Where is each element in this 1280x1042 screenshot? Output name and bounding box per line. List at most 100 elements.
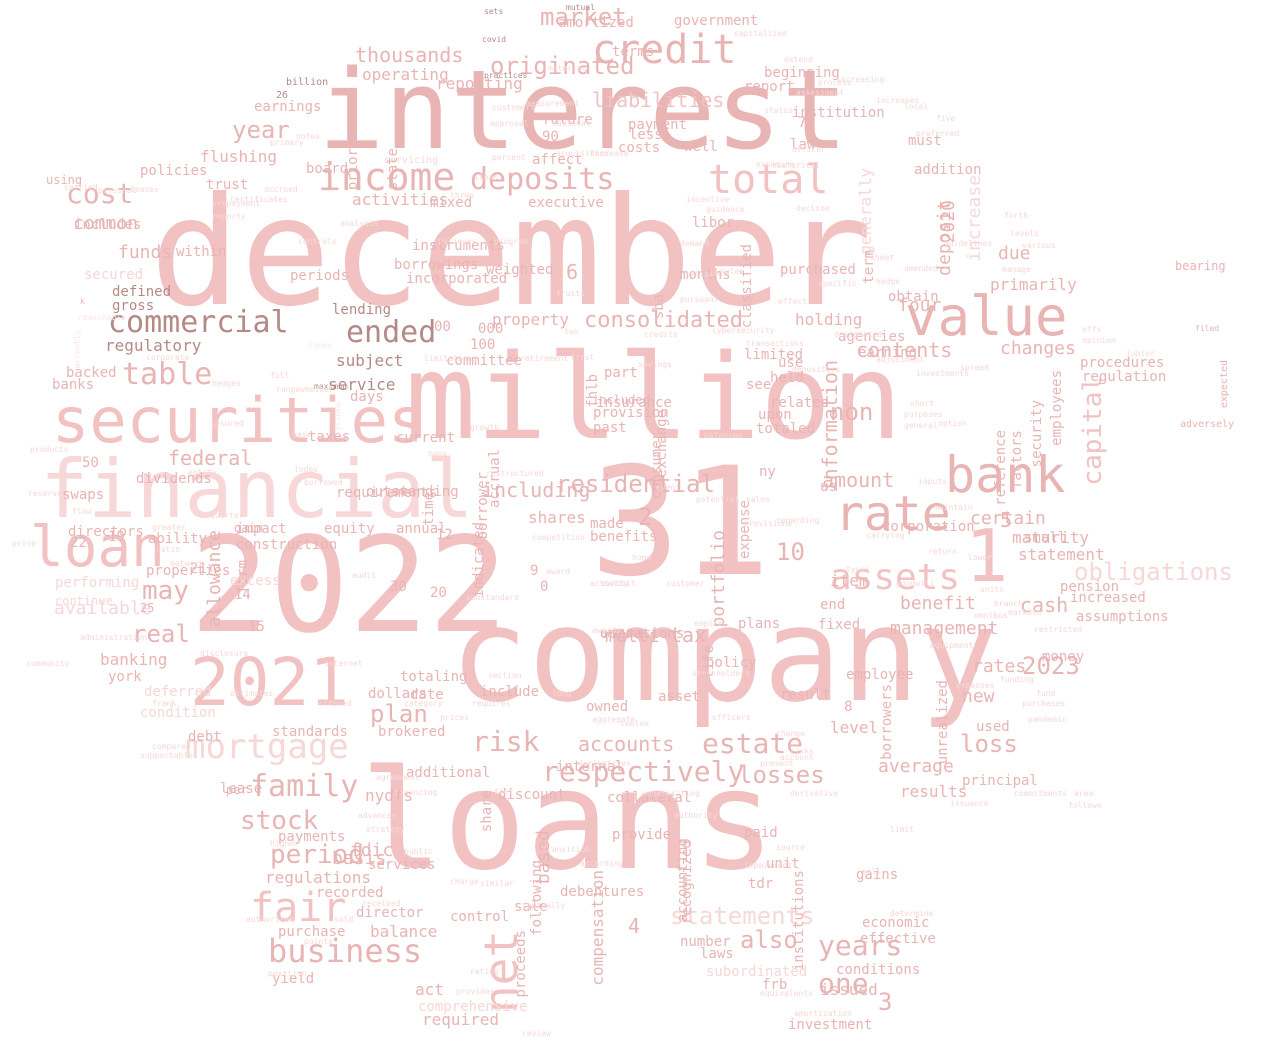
cloud-word-sba: sba xyxy=(651,294,667,320)
cloud-word-share: share xyxy=(479,790,495,833)
cloud-word-banking: banking xyxy=(100,650,168,669)
cloud-word-dollars: dollars xyxy=(368,686,428,702)
cloud-word-dividends: dividends xyxy=(136,471,212,487)
cloud-word-loss: loss xyxy=(960,730,1018,758)
cloud-word-earnings: earnings xyxy=(254,99,322,115)
cloud-word-range: range xyxy=(276,385,301,394)
cloud-word-using: using xyxy=(46,173,83,187)
cloud-word-regulations: regulations xyxy=(265,868,371,887)
cloud-word-terms: terms xyxy=(612,44,655,60)
cloud-word-employees: employees xyxy=(1049,370,1065,446)
cloud-word-depositors: depositors xyxy=(792,365,841,374)
cloud-word-losses: losses xyxy=(738,761,825,789)
cloud-word-holding: holding xyxy=(795,310,863,329)
cloud-word-savings: savings xyxy=(638,360,672,369)
cloud-word-investment: investment xyxy=(788,1017,873,1033)
cloud-word-principal: principal xyxy=(962,773,1038,789)
cloud-word-billion: billion xyxy=(286,77,329,88)
cloud-word-plans: plans xyxy=(738,616,781,632)
cloud-word-pandemic: pandemic xyxy=(1028,715,1067,724)
cloud-word-change: change xyxy=(776,729,805,738)
cloud-word-ended: ended xyxy=(346,315,437,350)
cloud-word-expected: expected xyxy=(1219,360,1230,409)
cloud-word-borrowed: borrowed xyxy=(304,478,343,487)
cloud-word-0: 0 xyxy=(540,579,549,595)
cloud-word-market: market xyxy=(540,3,627,31)
cloud-word-liabilities: liabilities xyxy=(592,88,725,112)
cloud-word-markets: markets xyxy=(1008,608,1042,617)
cloud-word-believes: believes xyxy=(438,237,477,246)
cloud-word-prepayment: prepayment xyxy=(212,199,261,208)
cloud-word-ny: ny xyxy=(759,464,776,480)
cloud-word-past: past xyxy=(593,420,627,436)
cloud-word-one: one xyxy=(818,967,869,1000)
cloud-word-cybersecurity: cybersecurity xyxy=(712,326,775,335)
cloud-word-number: number xyxy=(680,934,731,950)
cloud-word-must: must xyxy=(908,133,942,149)
cloud-word-strategy: strategy xyxy=(366,825,405,834)
cloud-word-days: days xyxy=(350,389,384,405)
cloud-word-increases: increases xyxy=(876,96,920,105)
cloud-word-sell: sell xyxy=(862,867,882,876)
cloud-word-historical: historical xyxy=(772,161,821,170)
cloud-word-material: material xyxy=(548,64,587,73)
cloud-word-leases: leases xyxy=(130,185,159,194)
cloud-word-1: 1 xyxy=(965,514,1009,598)
cloud-word-k: k xyxy=(80,297,85,306)
cloud-word-area: area xyxy=(1074,789,1094,798)
cloud-word-executive: executive xyxy=(528,195,604,211)
cloud-word-provision: provision xyxy=(593,405,669,421)
cloud-word-regarding: regarding xyxy=(776,516,820,525)
cloud-word-twelve: twelve xyxy=(620,719,649,728)
cloud-word-6: 6 xyxy=(566,260,579,284)
cloud-word-many: many xyxy=(428,449,448,458)
cloud-word-period: period xyxy=(270,840,364,870)
cloud-word-performing: performing xyxy=(55,575,140,591)
cloud-word-including: including xyxy=(482,478,591,502)
cloud-word-measurement: measurement xyxy=(526,99,579,108)
cloud-word-within: within xyxy=(176,244,227,260)
cloud-word-operations: operations xyxy=(600,626,685,642)
cloud-word-thousands: thousands xyxy=(355,43,464,67)
cloud-word-14: 14 xyxy=(234,587,251,603)
cloud-word-addition: addition xyxy=(914,162,982,178)
cloud-word-years: years xyxy=(818,929,903,962)
cloud-word-standards: standards xyxy=(272,724,348,740)
cloud-word-preferred: preferred xyxy=(916,129,960,138)
cloud-word-percent: percent xyxy=(492,153,526,162)
cloud-word-effective: effective xyxy=(860,931,936,947)
cloud-word-income: income xyxy=(318,155,456,199)
cloud-word-libor: libor xyxy=(692,215,735,231)
cloud-word-exposure: exposure xyxy=(756,160,795,169)
cloud-word-amount: amount xyxy=(822,468,895,492)
cloud-word-held: held xyxy=(770,370,804,386)
cloud-word-results: results xyxy=(900,782,968,801)
cloud-word-transactions: transactions xyxy=(746,339,804,348)
cloud-word-requirements: requirements xyxy=(336,485,438,501)
cloud-word-25: 25 xyxy=(140,601,155,615)
cloud-word-periods: periods xyxy=(290,268,350,284)
cloud-word-laws: laws xyxy=(700,946,734,962)
cloud-word-extend: extend xyxy=(784,55,813,64)
cloud-word-2023: 2023 xyxy=(1022,652,1080,680)
cloud-word-competition: competition xyxy=(532,533,585,542)
cloud-word-capital: capital xyxy=(1078,376,1108,486)
cloud-word-pursuant: pursuant xyxy=(680,295,719,304)
cloud-word-fhlb: fhlb xyxy=(585,374,601,408)
cloud-word-advances: advances xyxy=(358,811,397,820)
cloud-word-factors: factors xyxy=(1009,430,1025,490)
cloud-word-levels: levels xyxy=(1010,229,1039,238)
cloud-word-year: year xyxy=(232,116,290,144)
cloud-word-per: per xyxy=(226,783,248,797)
cloud-word-three: three xyxy=(450,191,475,200)
cloud-word-systems: systems xyxy=(333,402,342,436)
cloud-word-community: community xyxy=(26,659,70,668)
cloud-word-authority: authority xyxy=(674,811,718,820)
cloud-word-reserve: reserve xyxy=(28,489,62,498)
cloud-word-million: million xyxy=(405,328,903,466)
cloud-word-york: york xyxy=(108,669,142,685)
cloud-word-respectively: respectively xyxy=(542,755,745,788)
cloud-word-mixed: mixed xyxy=(430,195,473,211)
cloud-word-financial: financial xyxy=(40,443,474,536)
